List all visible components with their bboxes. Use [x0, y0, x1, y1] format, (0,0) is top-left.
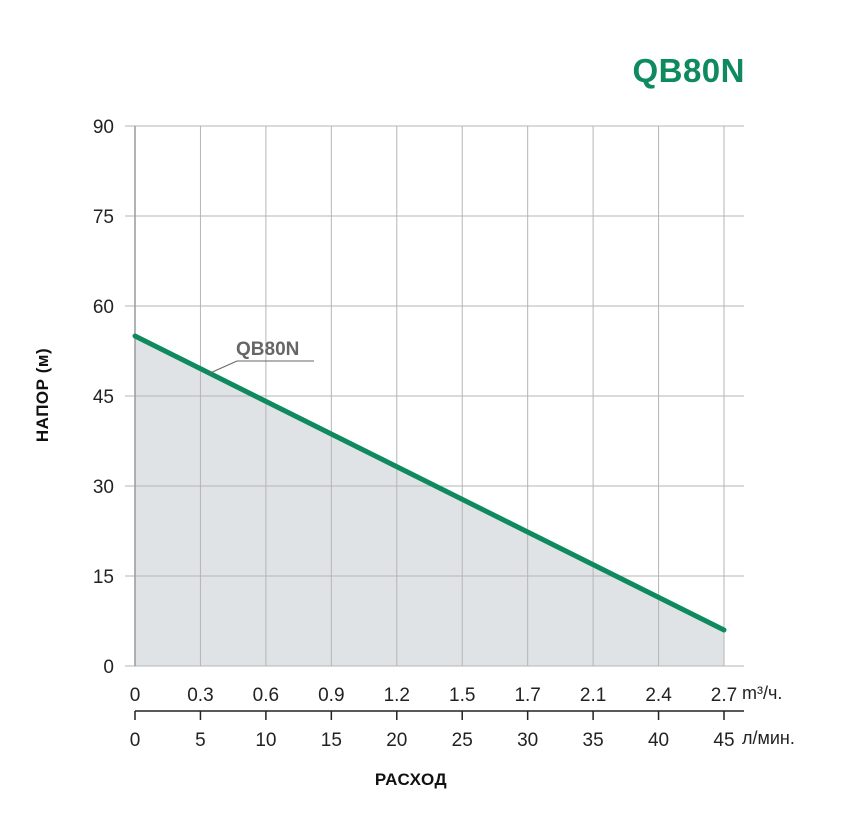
x-tick-label-lpm: 40	[648, 730, 669, 751]
x-tick-label-lpm: 15	[321, 730, 342, 751]
series-label-qb80n: QB80N	[236, 339, 299, 360]
x-tick-label-lpm: 5	[195, 730, 206, 751]
x-tick-label-lpm: 25	[452, 730, 473, 751]
x-tick-label-m3h: 2.1	[580, 685, 606, 706]
series-label-leader	[209, 360, 238, 374]
x-tick-label-m3h: 2.4	[645, 685, 672, 706]
x-tick-label-lpm: 30	[517, 730, 538, 751]
y-tick-label: 30	[93, 477, 114, 498]
x-tick-label-lpm: 20	[386, 730, 407, 751]
x-tick-label-m3h: 1.7	[514, 685, 540, 706]
x-axis-unit-lpm: л/мин.	[742, 728, 795, 748]
chart-title: QB80N	[632, 52, 745, 89]
x-tick-label-lpm: 35	[583, 730, 604, 751]
x-tick-label-m3h: 0	[130, 685, 141, 706]
y-tick-label: 0	[103, 657, 114, 678]
y-tick-label: 60	[93, 297, 114, 318]
series-line-qb80n	[132, 333, 727, 633]
x-tick-label-m3h: 0.9	[318, 685, 344, 706]
x-tick-label-m3h: 0.6	[253, 685, 279, 706]
x-tick-label-lpm: 45	[713, 730, 734, 751]
y-tick-label: 15	[93, 567, 114, 588]
y-tick-label: 75	[93, 207, 114, 228]
y-tick-label: 45	[93, 387, 114, 408]
x-tick-label-m3h: 2.7	[711, 685, 737, 706]
series-area-fill	[135, 336, 724, 666]
x-tick-label-m3h: 1.5	[449, 685, 475, 706]
x-tick-label-m3h: 1.2	[384, 685, 410, 706]
x-axis-unit-m3h: m³/ч.	[742, 683, 783, 703]
x-tick-label-lpm: 10	[255, 730, 276, 751]
x-tick-label-m3h: 0.3	[187, 685, 213, 706]
y-tick-label: 90	[93, 117, 114, 138]
x-tick-label-lpm: 0	[130, 730, 141, 751]
x-axis-label: РАСХОД	[374, 770, 448, 789]
